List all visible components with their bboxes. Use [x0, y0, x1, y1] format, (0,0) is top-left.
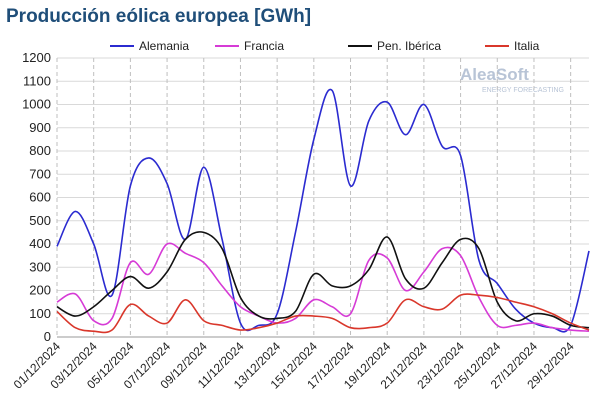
y-tick-label: 900 — [29, 120, 51, 135]
legend-label: Alemania — [139, 39, 189, 53]
series-line — [56, 242, 590, 332]
series-line — [56, 231, 590, 329]
y-tick-label: 700 — [29, 166, 51, 181]
legend-label: Pen. Ibérica — [377, 39, 441, 53]
y-tick-label: 1100 — [23, 73, 51, 88]
series-line — [56, 293, 590, 334]
legend-label: Francia — [244, 39, 284, 53]
legend-label: Italia — [514, 39, 540, 53]
logo-tagline: ENERGY FORECASTING — [482, 87, 564, 94]
y-tick-label: 600 — [29, 190, 51, 205]
y-tick-label: 800 — [29, 143, 51, 158]
y-tick-label: 0 — [44, 329, 51, 344]
y-tick-label: 300 — [29, 259, 51, 274]
y-tick-label: 100 — [29, 306, 51, 321]
y-tick-label: 500 — [29, 213, 51, 228]
series-line — [56, 88, 590, 333]
logo-name: AleaSoft — [460, 65, 529, 84]
y-tick-label: 1200 — [22, 50, 51, 65]
y-tick-label: 200 — [29, 283, 51, 298]
y-tick-label: 400 — [29, 236, 51, 251]
chart-title: Producción eólica europea [GWh] — [6, 6, 311, 27]
y-tick-label: 1000 — [22, 97, 51, 112]
